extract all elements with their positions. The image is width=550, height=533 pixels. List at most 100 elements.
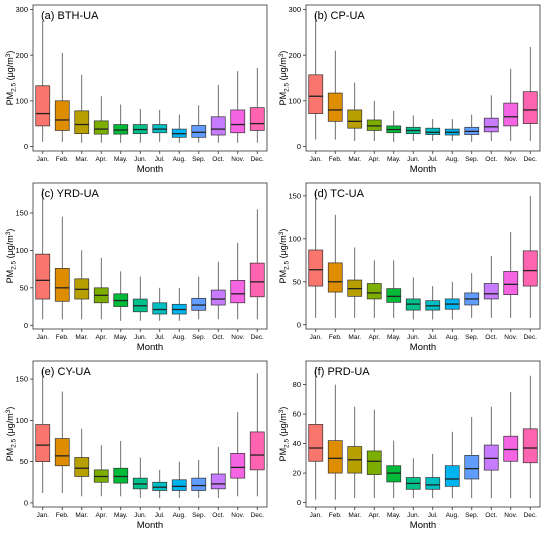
box-jun <box>132 276 148 321</box>
y-tick-label: 150 <box>15 375 28 384</box>
box-iqr <box>483 444 499 471</box>
y-tick-label: 100 <box>288 96 301 105</box>
x-tick-label: Oct. <box>485 512 497 519</box>
y-axis-label: PM2.5 (μg/m3) <box>278 229 291 284</box>
y-tick-label: 50 <box>293 277 301 286</box>
box-sep <box>464 114 480 142</box>
box-oct <box>483 406 499 499</box>
x-tick-label: Mar. <box>348 156 361 163</box>
box-iqr <box>191 125 207 138</box>
x-tick-label: Nov. <box>504 512 517 519</box>
box-aug <box>444 281 460 320</box>
x-tick-label: Mar. <box>75 512 88 519</box>
y-tick-label: 100 <box>288 234 301 243</box>
x-tick-label: Aug. <box>446 156 460 163</box>
plot-frame <box>32 360 268 508</box>
x-tick-label: Apr. <box>95 156 107 163</box>
box-mar <box>74 428 90 497</box>
x-tick-label: Feb. <box>56 512 69 519</box>
x-tick-label: Feb. <box>56 156 69 163</box>
y-tick-label: 40 <box>293 439 301 448</box>
box-mar <box>347 247 363 318</box>
x-tick-label: Feb. <box>329 156 342 163</box>
y-tick-label: 60 <box>293 410 301 419</box>
x-tick-label: Jul. <box>428 156 438 163</box>
box-sep <box>464 417 480 499</box>
box-iqr <box>230 109 246 134</box>
box-iqr <box>230 279 246 304</box>
box-iqr <box>503 102 519 127</box>
box-may <box>386 440 402 499</box>
y-tick-label: 200 <box>15 51 28 60</box>
panel-2: 0 100 200 300 Jan. Feb. Mar. Apr. May. Jun. Jul. Au… <box>278 4 541 175</box>
panel-5: 0 50 100 150 Jan. Feb. Mar. Apr. May. Jun. Jul. Aug… <box>5 360 268 531</box>
box-iqr <box>54 438 70 467</box>
x-tick-label: Feb. <box>56 334 69 341</box>
box-jan <box>308 14 324 140</box>
x-tick-label: Jan. <box>310 334 322 341</box>
x-tick-label: Aug. <box>446 512 460 519</box>
x-tick-label: Sep. <box>192 512 206 519</box>
plot-frame <box>32 4 268 152</box>
x-tick-label: Jan. <box>310 156 322 163</box>
x-tick-label: Sep. <box>192 156 206 163</box>
x-tick-label: Jun. <box>407 156 419 163</box>
x-tick-label: Aug. <box>446 334 460 341</box>
box-iqr <box>366 450 382 475</box>
box-jul <box>425 119 441 141</box>
x-axis-label: Month <box>137 342 163 353</box>
y-tick-label: 150 <box>15 209 28 218</box>
box-feb <box>54 391 70 493</box>
box-oct <box>210 446 226 498</box>
box-jul <box>425 453 441 499</box>
box-iqr <box>522 250 538 287</box>
x-tick-label: Jan. <box>37 512 49 519</box>
x-tick-label: Jun. <box>134 512 146 519</box>
box-iqr <box>93 120 109 135</box>
box-iqr <box>54 100 70 131</box>
panel-4: 0 50 100 150 Jan. Feb. Mar. Apr. May. Jun. Jul. Aug… <box>278 182 541 353</box>
x-tick-label: Feb. <box>329 512 342 519</box>
box-jun <box>132 109 148 143</box>
plot-frame <box>305 182 541 330</box>
y-tick-label: 100 <box>15 246 28 255</box>
x-tick-label: Oct. <box>212 156 224 163</box>
plot-frame <box>32 182 268 330</box>
x-tick-label: Sep. <box>465 512 479 519</box>
box-dec <box>249 209 265 320</box>
x-tick-label: Jul. <box>155 334 165 341</box>
box-jun <box>405 115 421 141</box>
box-nov <box>230 412 246 497</box>
x-tick-label: May. <box>387 334 401 341</box>
box-jun <box>405 458 421 499</box>
box-oct <box>210 261 226 320</box>
y-axis-label: PM2.5 (μg/m3) <box>278 407 291 462</box>
x-tick-label: Jan. <box>37 334 49 341</box>
box-iqr <box>503 435 519 462</box>
box-nov <box>230 242 246 320</box>
y-axis-label: PM2.5 (μg/m3) <box>5 51 18 106</box>
x-tick-label: Jul. <box>155 156 165 163</box>
box-iqr <box>483 283 499 300</box>
y-tick-label: 0 <box>24 321 28 330</box>
box-iqr <box>210 473 226 490</box>
box-sep <box>191 276 207 320</box>
box-sep <box>191 105 207 143</box>
box-iqr <box>171 479 187 491</box>
x-tick-label: Nov. <box>504 156 517 163</box>
x-tick-label: Dec. <box>524 512 538 519</box>
y-tick-label: 50 <box>20 283 28 292</box>
y-tick-label: 100 <box>15 96 28 105</box>
y-tick-label: 0 <box>24 142 28 151</box>
box-iqr <box>483 117 499 133</box>
y-tick-label: 300 <box>15 5 28 14</box>
box-iqr <box>54 268 70 302</box>
x-tick-label: Sep. <box>465 156 479 163</box>
box-iqr <box>308 249 324 287</box>
box-iqr <box>308 424 324 462</box>
panel-title: (b) CP-UA <box>314 10 365 22</box>
x-tick-label: Mar. <box>75 334 88 341</box>
y-tick-label: 150 <box>288 191 301 200</box>
box-oct <box>210 84 226 143</box>
box-iqr <box>327 440 343 474</box>
